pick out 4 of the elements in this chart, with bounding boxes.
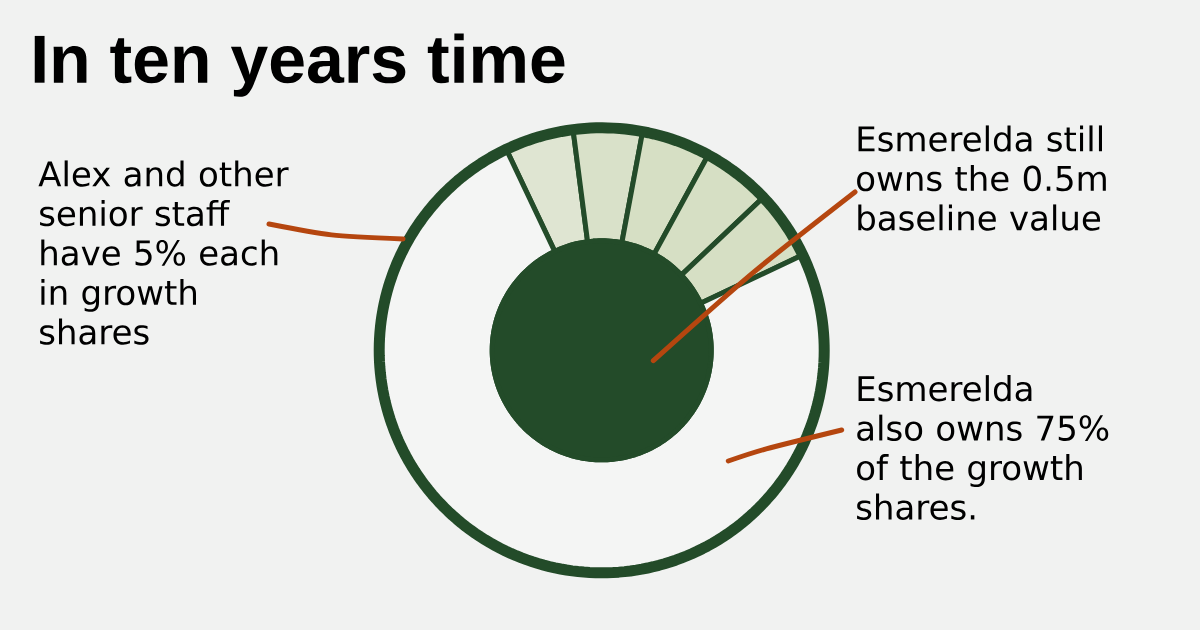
- chart-title: In ten years time: [34, 33, 565, 97]
- text: Esmerelda also owns 75% of the growth shares.: [857, 375, 1109, 520]
- text: Esmerelda still owns the 0.5m baseline value: [857, 125, 1106, 231]
- text: Alex and other senior staff have 5% each in growth shares: [38, 160, 289, 345]
